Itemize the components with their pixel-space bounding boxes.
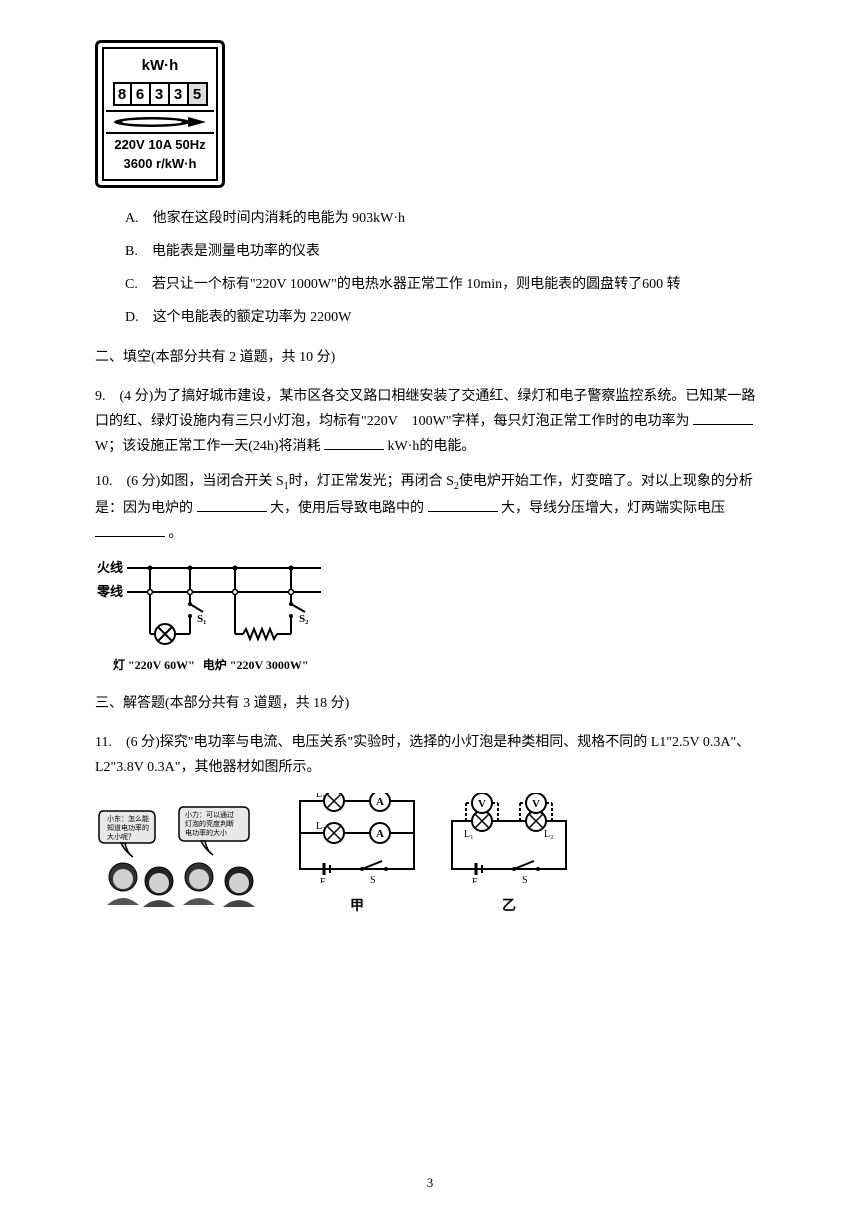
q10-blank-2 — [428, 498, 498, 512]
q10-text-6: 。 — [169, 526, 183, 541]
q11-figures: 小东：怎么能 知道电功率的 大小呢？ 小力：可以通过 灯泡的亮度判断 电功率的大… — [95, 793, 765, 919]
q10-blank-3 — [95, 523, 165, 537]
bubble2-line1: 小力：可以通过 — [185, 810, 234, 819]
electric-meter-figure: kW·h 8 6 3 3 5 220V 10A 50Hz 3600 r/kW·h — [95, 40, 225, 188]
wire-label-live: 火线 — [97, 560, 123, 575]
svg-text:L₂: L₂ — [544, 829, 554, 840]
meter-spec-line1: 220V 10A 50Hz — [106, 137, 214, 154]
meter-digits: 8 6 3 3 5 — [106, 82, 214, 106]
circuit-jia: L₁ A L₂ A E S 甲 — [292, 793, 422, 919]
option-c: C. 若只让一个标有"220V 1000W"的电热水器正常工作 10min，则电… — [125, 272, 765, 297]
section-3-title: 三、解答题(本部分共有 3 道题，共 18 分) — [95, 691, 765, 716]
option-b: B. 电能表是测量电功率的仪表 — [125, 239, 765, 264]
meter-disk-area — [106, 110, 214, 134]
circuit-yi: L₁ L₂ V V E — [444, 793, 574, 919]
meter-digit: 8 — [113, 82, 132, 106]
bubble2-line2: 灯泡的亮度判断 — [185, 819, 234, 828]
q9-text-2: W；该设施正常工作一天(24h)将消耗 — [95, 439, 321, 454]
meter-digit: 6 — [132, 82, 151, 106]
q9-blank-2 — [324, 436, 384, 450]
option-a: A. 他家在这段时间内消耗的电能为 903kW·h — [125, 206, 765, 231]
meter-digit: 3 — [170, 82, 189, 106]
page-number: 3 — [0, 1171, 860, 1194]
q10-text-2: 时，灯正常发光；再闭合 S — [289, 474, 454, 489]
bubble1-line2: 知道电功率的 — [107, 823, 149, 832]
meter-disk-icon — [110, 115, 210, 129]
option-d: D. 这个电能表的额定功率为 2200W — [125, 305, 765, 330]
svg-text:L₁: L₁ — [464, 829, 474, 840]
svg-text:V: V — [478, 798, 486, 810]
question-11: 11. (6 分)探究"电功率与电流、电压关系"实验时，选择的小灯泡是种类相同、… — [95, 730, 765, 780]
bubble2-line3: 电功率的大小 — [185, 828, 227, 837]
meter-digit: 3 — [151, 82, 170, 106]
svg-text:E: E — [472, 877, 478, 883]
svg-text:L₂: L₂ — [316, 821, 326, 832]
circuit-component-labels: 灯 "220V 60W" 电炉 "220V 3000W" — [95, 655, 325, 677]
stove-label: 电炉 "220V 3000W" — [203, 655, 309, 677]
meter-spec-line2: 3600 r/kW·h — [106, 156, 214, 173]
meter-unit: kW·h — [106, 52, 214, 79]
meter-digit: 5 — [189, 82, 208, 106]
students-cartoon: 小东：怎么能 知道电功率的 大小呢？ 小力：可以通过 灯泡的亮度判断 电功率的大… — [95, 805, 270, 919]
svg-text:E: E — [320, 877, 326, 883]
question-9: 9. (4 分)为了搞好城市建设，某市区各交叉路口相继安装了交通红、绿灯和电子警… — [95, 384, 765, 460]
svg-text:S: S — [522, 875, 528, 883]
circuit-jia-label: 甲 — [292, 894, 422, 919]
q10-blank-1 — [197, 498, 267, 512]
section-2-title: 二、填空(本部分共有 2 道题，共 10 分) — [95, 345, 765, 370]
svg-text:V: V — [532, 798, 540, 810]
q10-circuit-figure: 火线 零线 S₁ S₂ 灯 — [95, 558, 325, 677]
bubble1-line1: 小东：怎么能 — [107, 814, 149, 823]
q10-text-1: 10. (6 分)如图，当闭合开关 S — [95, 474, 284, 489]
svg-text:A: A — [376, 828, 384, 840]
lamp-label: 灯 "220V 60W" — [113, 655, 195, 677]
meter-inner: kW·h 8 6 3 3 5 220V 10A 50Hz 3600 r/kW·h — [102, 47, 218, 181]
svg-text:S₂: S₂ — [299, 613, 309, 625]
q9-text-1: 9. (4 分)为了搞好城市建设，某市区各交叉路口相继安装了交通红、绿灯和电子警… — [95, 389, 755, 429]
bubble1-line3: 大小呢？ — [107, 832, 135, 841]
q10-text-4: 大，使用后导致电路中的 — [270, 501, 424, 516]
svg-text:S: S — [370, 875, 376, 883]
circuit-yi-label: 乙 — [444, 894, 574, 919]
q9-text-3: kW·h的电能。 — [388, 439, 476, 454]
question-10: 10. (6 分)如图，当闭合开关 S1时，灯正常发光；再闭合 S2使电炉开始工… — [95, 469, 765, 546]
q10-text-5: 大，导线分压增大，灯两端实际电压 — [501, 501, 725, 516]
wire-label-neutral: 零线 — [96, 584, 123, 599]
svg-text:S₁: S₁ — [197, 613, 206, 625]
svg-text:L₁: L₁ — [316, 793, 326, 800]
q9-blank-1 — [693, 411, 753, 425]
svg-text:A: A — [376, 796, 384, 808]
